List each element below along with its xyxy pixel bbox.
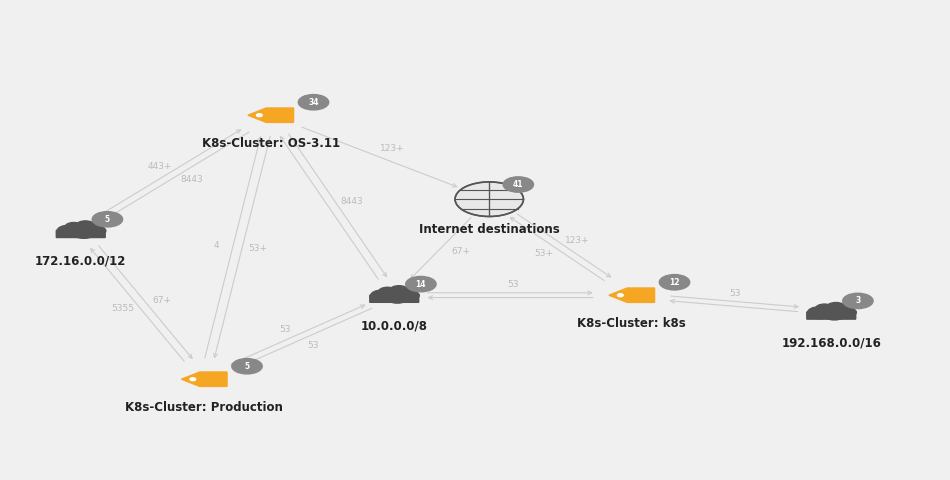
Circle shape <box>815 304 833 313</box>
Text: 10.0.0.0/8: 10.0.0.0/8 <box>361 320 428 333</box>
Text: 53: 53 <box>307 341 319 349</box>
Circle shape <box>843 293 873 309</box>
Text: 192.168.0.0/16: 192.168.0.0/16 <box>781 336 882 349</box>
Circle shape <box>826 302 846 312</box>
Text: 67+: 67+ <box>152 296 171 305</box>
Circle shape <box>385 290 410 303</box>
FancyBboxPatch shape <box>56 230 105 238</box>
Circle shape <box>89 224 104 231</box>
Text: 41: 41 <box>513 180 523 189</box>
Circle shape <box>840 306 854 312</box>
Circle shape <box>822 307 847 320</box>
Text: 14: 14 <box>416 280 427 288</box>
Circle shape <box>504 177 534 192</box>
Circle shape <box>839 308 856 317</box>
Circle shape <box>618 294 623 297</box>
Circle shape <box>92 212 123 227</box>
Circle shape <box>378 287 396 296</box>
Circle shape <box>659 275 690 290</box>
Circle shape <box>71 226 97 238</box>
Text: 53+: 53+ <box>249 244 268 253</box>
Polygon shape <box>181 372 227 386</box>
Circle shape <box>57 225 81 237</box>
Circle shape <box>406 276 436 292</box>
Text: 34: 34 <box>308 98 319 107</box>
Text: 53: 53 <box>279 325 292 334</box>
Text: 123+: 123+ <box>565 236 590 245</box>
FancyBboxPatch shape <box>807 312 856 319</box>
Text: 8443: 8443 <box>180 175 203 184</box>
Circle shape <box>65 222 83 231</box>
Circle shape <box>232 359 262 374</box>
Circle shape <box>403 289 417 296</box>
Text: K8s-Cluster: Production: K8s-Cluster: Production <box>125 401 283 414</box>
Circle shape <box>390 286 408 295</box>
Circle shape <box>190 378 196 381</box>
Text: 53+: 53+ <box>534 249 553 258</box>
Circle shape <box>88 226 105 235</box>
Circle shape <box>455 182 523 216</box>
Text: 12: 12 <box>669 278 680 287</box>
Circle shape <box>402 291 419 300</box>
Text: 5355: 5355 <box>112 304 135 313</box>
Circle shape <box>808 307 831 319</box>
Text: 123+: 123+ <box>380 144 405 153</box>
Circle shape <box>370 290 394 302</box>
Text: 53: 53 <box>507 280 519 289</box>
Circle shape <box>256 114 262 117</box>
Text: K8s-Cluster: k8s: K8s-Cluster: k8s <box>578 317 686 330</box>
FancyBboxPatch shape <box>370 295 419 302</box>
Text: Internet destinations: Internet destinations <box>419 223 560 236</box>
Text: 3: 3 <box>855 297 861 305</box>
Text: 67+: 67+ <box>451 247 470 256</box>
Text: 8443: 8443 <box>341 197 364 206</box>
Text: 5: 5 <box>104 215 110 224</box>
Text: 53: 53 <box>730 288 741 298</box>
Text: 172.16.0.0/12: 172.16.0.0/12 <box>35 255 126 268</box>
Text: K8s-Cluster: OS-3.11: K8s-Cluster: OS-3.11 <box>201 137 340 150</box>
Polygon shape <box>609 288 655 302</box>
Circle shape <box>298 95 329 110</box>
Circle shape <box>76 221 95 230</box>
Text: 4: 4 <box>214 241 219 251</box>
Text: 443+: 443+ <box>147 162 172 170</box>
Polygon shape <box>248 108 294 122</box>
Text: 5: 5 <box>244 362 250 371</box>
